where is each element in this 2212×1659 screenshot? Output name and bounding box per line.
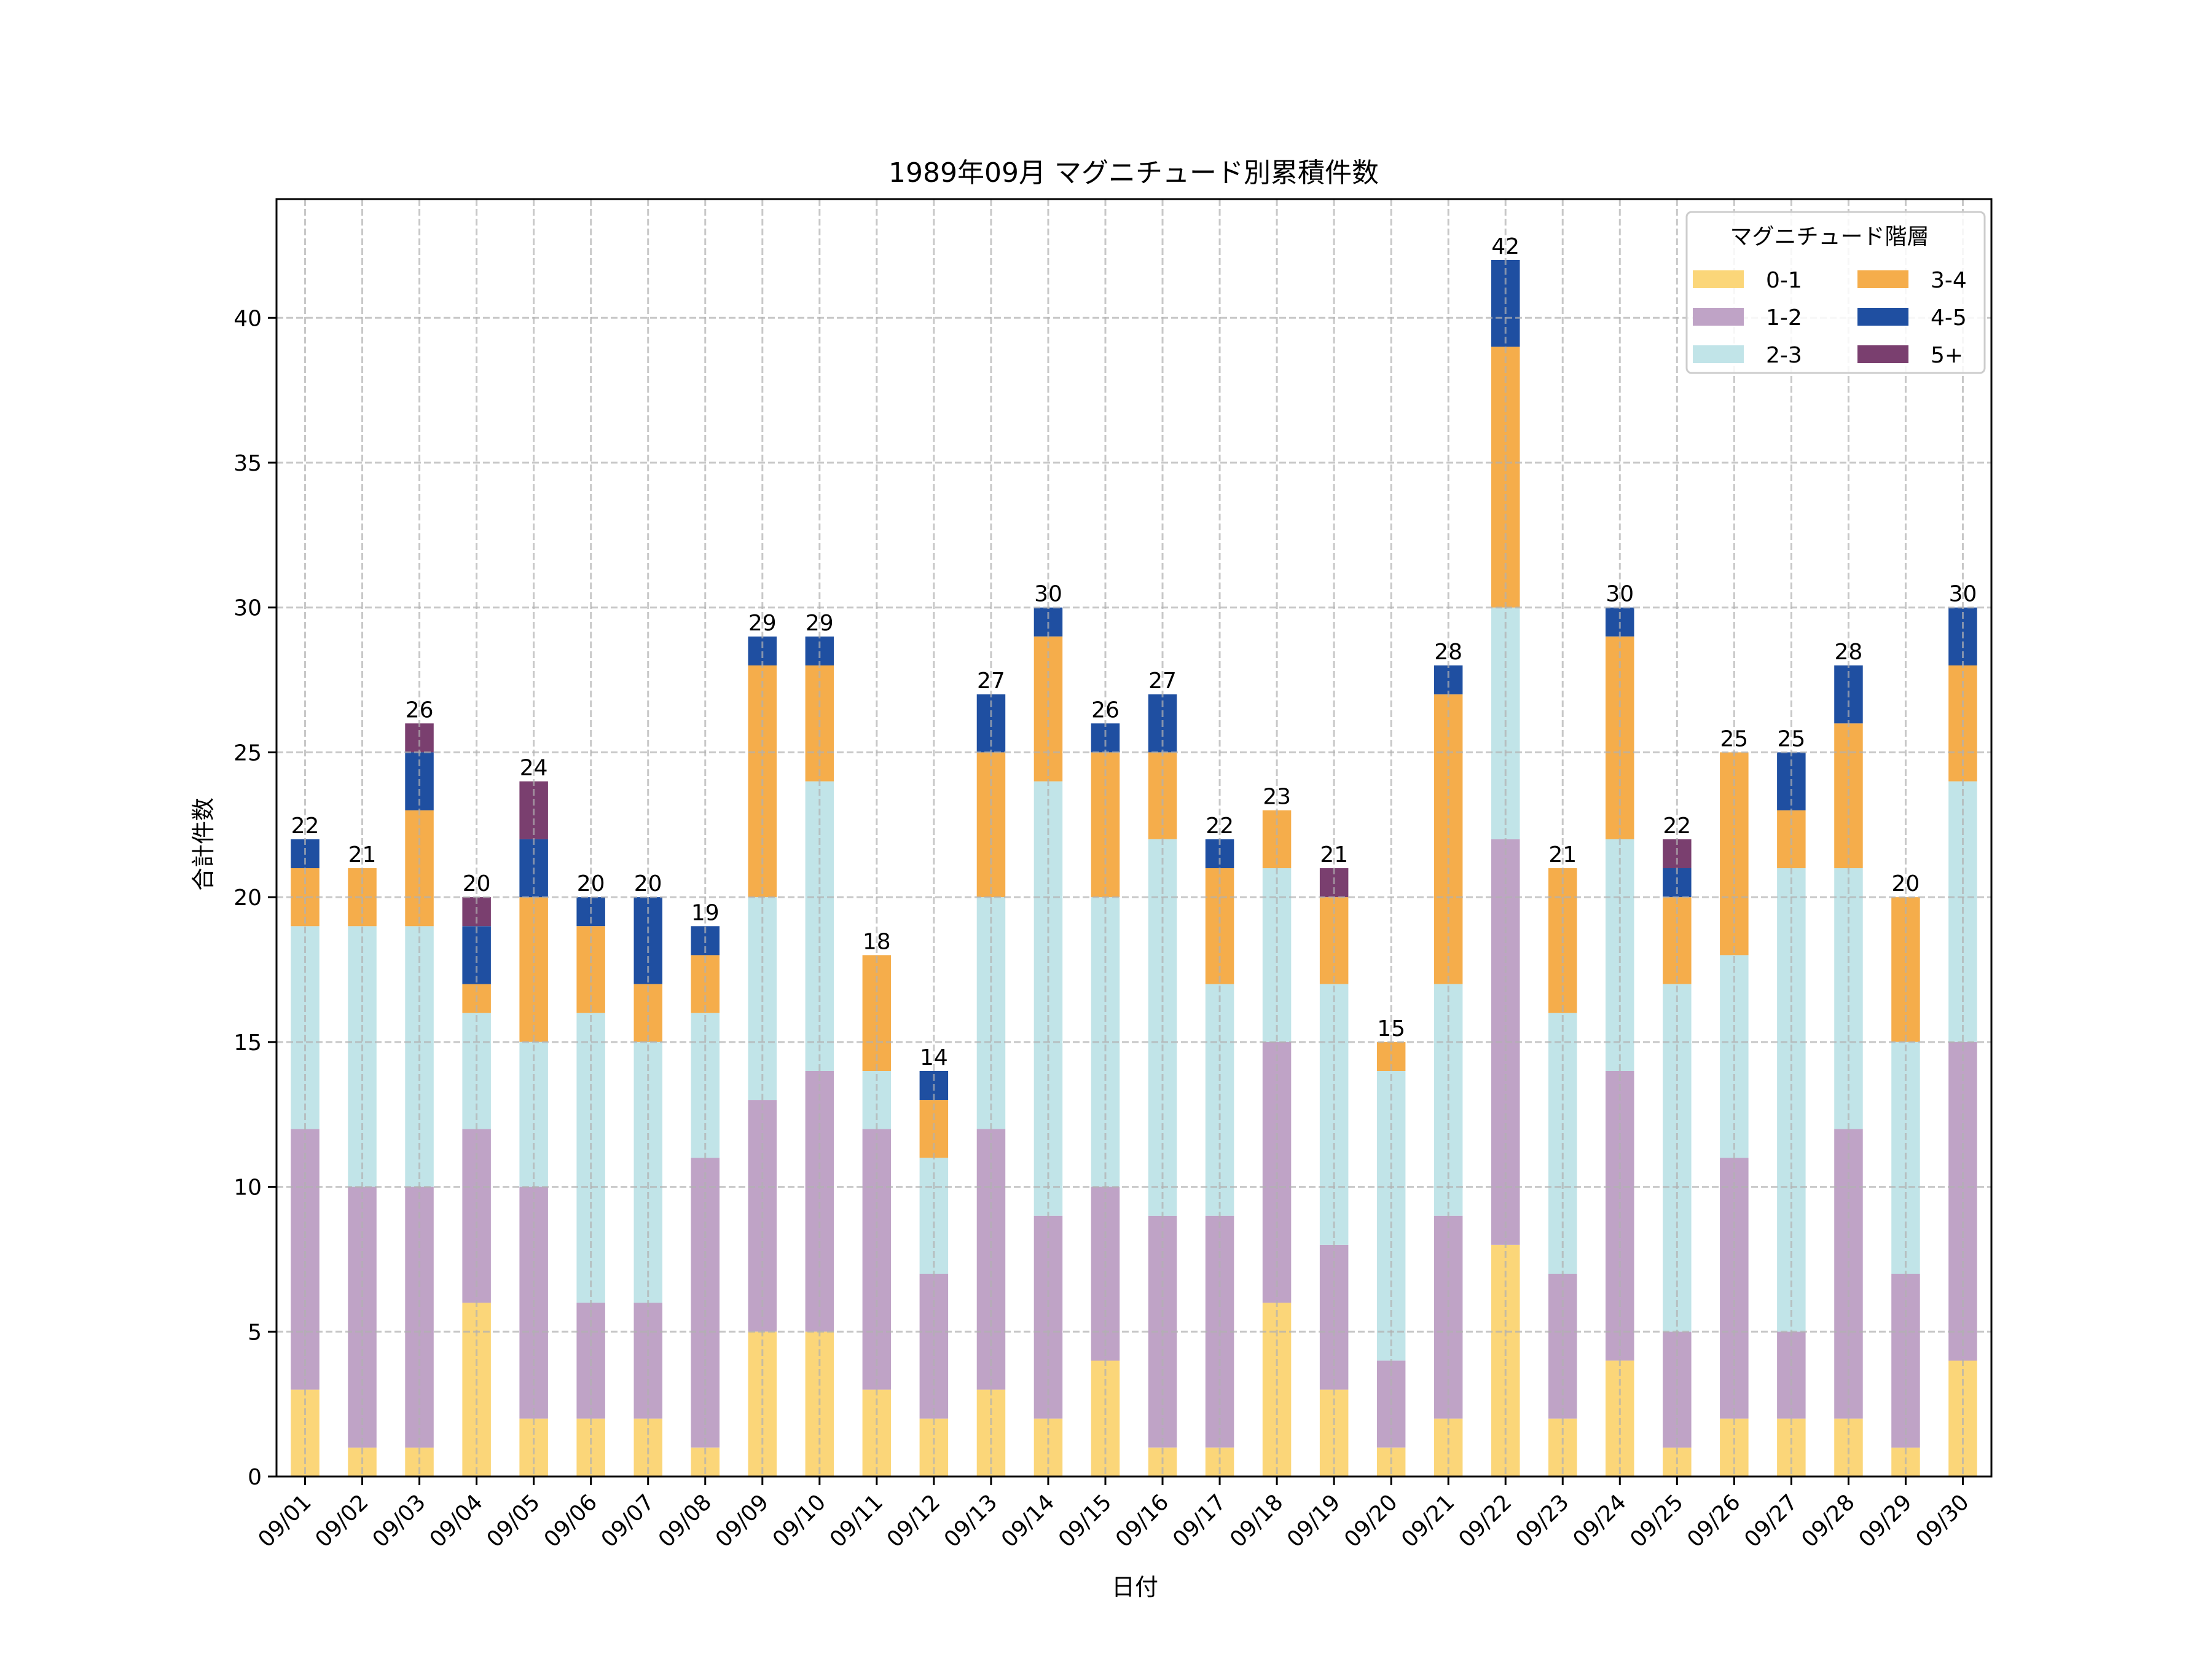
bar-total-label: 27 [977,669,1005,694]
bar-total-label: 22 [1206,814,1234,839]
legend-label-2-3: 2-3 [1766,343,1802,368]
y-tick-label: 25 [233,740,262,766]
x-axis-label: 日付 [1112,1574,1158,1601]
bar-total-label: 29 [748,611,777,636]
bar-total-label: 30 [1606,582,1634,607]
bar-total-label: 21 [348,842,377,868]
bar-total-label: 18 [863,929,891,954]
bar-total-label: 42 [1491,234,1520,259]
bar-total-label: 28 [1434,640,1462,665]
bar-total-label: 20 [577,871,605,896]
legend-box [1685,211,1986,374]
bar-segment-5+-09/03 [405,723,434,753]
y-tick-label: 20 [233,885,262,911]
bar-total-label: 30 [1034,582,1062,607]
bar-total-label: 30 [1949,582,1977,607]
y-tick-label: 10 [233,1175,262,1201]
y-tick-label: 5 [248,1320,262,1345]
bar-segment-4-5-09/10 [805,636,834,665]
legend-swatch-1-2 [1693,308,1744,326]
bar-total-label: 29 [806,611,834,636]
bar-total-label: 26 [406,697,434,723]
bar-total-label: 14 [920,1045,948,1070]
bar-total-label: 19 [691,900,720,925]
legend: マグニチュード階層 0-1 1-2 2-3 3-4 4-5 5+ [1685,211,1986,374]
bar-segment-4-5-09/15 [1091,723,1120,753]
bar-total-label: 28 [1834,640,1862,665]
legend-label-1-2: 1-2 [1766,305,1802,331]
bar-total-labels: 22 21 26 20 24 20 20 19 29 29 18 14 27 30 26 27 22 23 21 15… [291,234,1977,1070]
bar-total-label: 27 [1148,669,1177,694]
bar-segment-3-4-09/11 [862,955,892,1071]
legend-swatch-3-4 [1857,270,1908,288]
legend-label-0-1: 0-1 [1766,268,1802,293]
bar-segment-3-4-09/14 [1033,636,1063,782]
y-axis-label: 合計件数 [190,798,217,891]
bar-total-label: 25 [1777,726,1805,751]
legend-title: マグニチュード階層 [1730,224,1929,249]
bar-segment-4-5-09/21 [1433,665,1463,695]
legend-swatch-5+ [1857,345,1908,363]
y-tick-label: 35 [233,451,262,476]
legend-label-4-5: 4-5 [1931,305,1967,331]
y-tick-label: 15 [233,1030,262,1056]
y-tick-label: 40 [233,306,262,331]
bar-segment-3-4-09/08 [691,955,720,1013]
axes-frame [275,198,1993,1478]
bar-total-label: 22 [291,814,320,839]
chart-title: 1989年09月 マグニチュード別累積件数 [888,157,1379,189]
bar-total-label: 20 [1891,871,1920,896]
legend-swatch-0-1 [1693,270,1744,288]
legend-swatch-4-5 [1857,308,1908,326]
bar-total-label: 21 [1320,842,1348,868]
y-tick-label: 30 [233,596,262,621]
y-tick-label: 0 [248,1465,262,1490]
bar-segment-3-4-09/07 [633,984,662,1042]
legend-label-3-4: 3-4 [1931,268,1967,293]
bar-segment-4-5-09/09 [748,636,777,665]
bar-total-label: 24 [520,756,548,781]
bar-total-label: 15 [1377,1016,1405,1041]
bar-total-label: 23 [1263,785,1291,810]
bar-total-label: 20 [634,871,662,896]
bar-segment-4-5-09/04 [462,926,491,984]
bar-total-label: 22 [1663,814,1691,839]
bar-total-label: 20 [463,871,491,896]
bar-total-label: 25 [1720,726,1748,751]
bar-total-label: 21 [1548,842,1577,868]
bar-total-label: 26 [1091,697,1120,723]
legend-swatch-2-3 [1693,345,1744,363]
legend-label-5+: 5+ [1931,343,1963,368]
